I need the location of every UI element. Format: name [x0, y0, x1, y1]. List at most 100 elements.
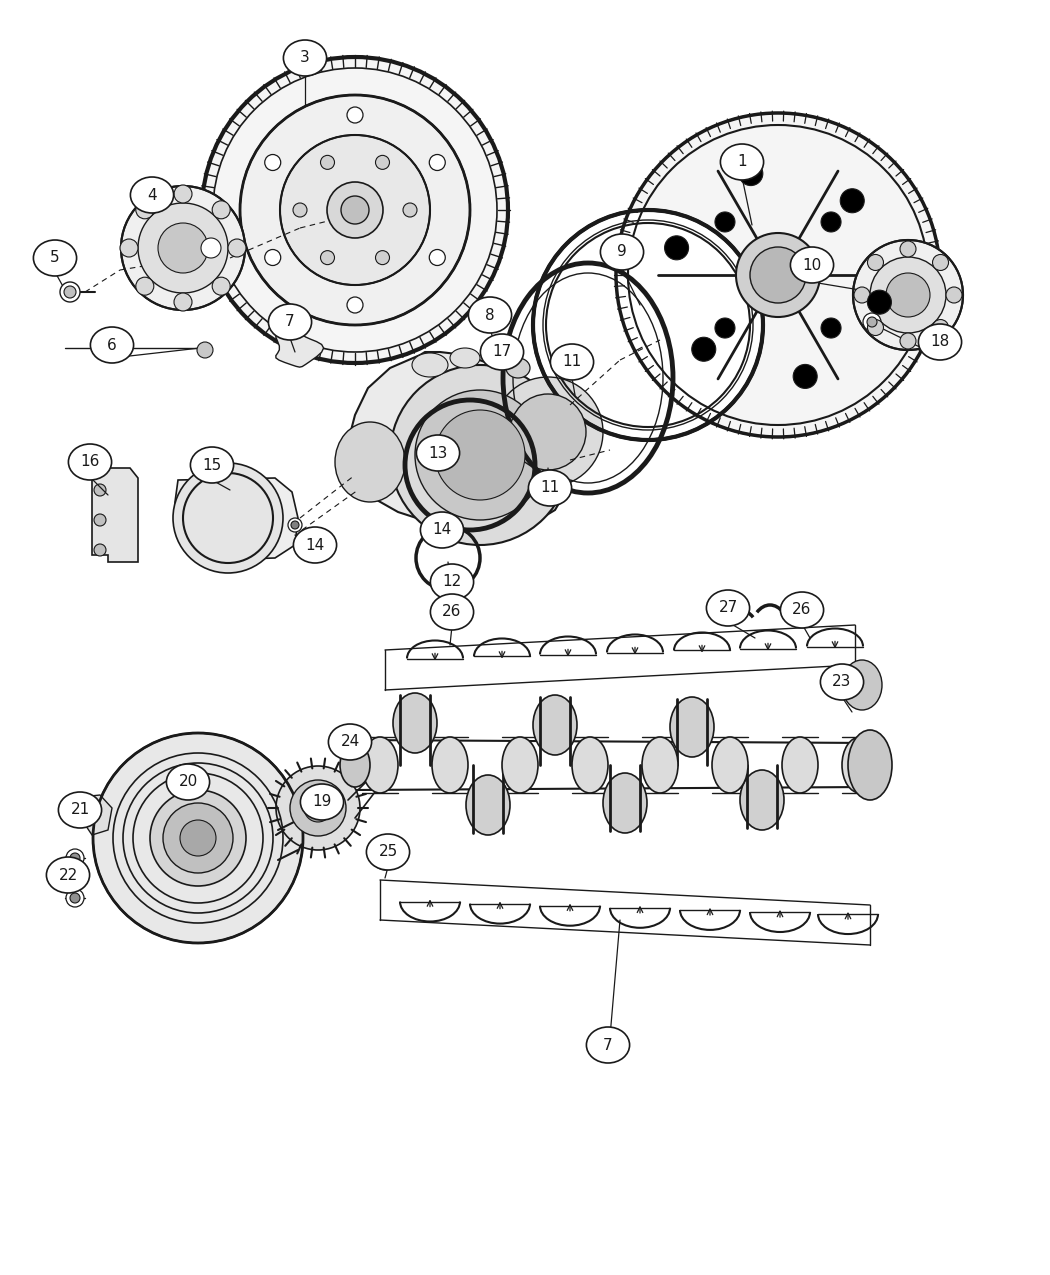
Ellipse shape	[403, 203, 417, 217]
Ellipse shape	[533, 695, 578, 755]
Text: 19: 19	[312, 794, 332, 810]
Ellipse shape	[284, 40, 327, 76]
Ellipse shape	[135, 277, 153, 296]
Ellipse shape	[715, 317, 735, 338]
Ellipse shape	[197, 342, 213, 358]
Ellipse shape	[150, 790, 246, 886]
Ellipse shape	[180, 820, 216, 856]
Ellipse shape	[60, 282, 80, 302]
Ellipse shape	[417, 435, 460, 470]
Ellipse shape	[94, 514, 106, 527]
Ellipse shape	[341, 196, 369, 224]
Ellipse shape	[304, 794, 332, 822]
Ellipse shape	[46, 857, 89, 892]
Ellipse shape	[68, 444, 111, 479]
Ellipse shape	[293, 527, 337, 564]
Ellipse shape	[346, 107, 363, 122]
Ellipse shape	[932, 320, 948, 335]
Ellipse shape	[853, 240, 963, 351]
Ellipse shape	[502, 737, 538, 793]
Ellipse shape	[121, 186, 245, 310]
Polygon shape	[175, 478, 298, 560]
Ellipse shape	[642, 737, 678, 793]
Ellipse shape	[780, 592, 823, 629]
Ellipse shape	[793, 365, 817, 389]
Ellipse shape	[120, 238, 138, 258]
Ellipse shape	[366, 834, 410, 870]
Ellipse shape	[288, 518, 302, 532]
Ellipse shape	[498, 346, 522, 365]
Ellipse shape	[64, 286, 76, 298]
Ellipse shape	[550, 344, 593, 380]
Ellipse shape	[791, 247, 834, 283]
Ellipse shape	[932, 255, 948, 270]
Ellipse shape	[430, 594, 474, 630]
Ellipse shape	[362, 737, 398, 793]
Ellipse shape	[70, 853, 80, 863]
Ellipse shape	[340, 743, 370, 787]
Ellipse shape	[265, 250, 280, 265]
Polygon shape	[92, 468, 138, 562]
Ellipse shape	[93, 733, 303, 944]
Ellipse shape	[429, 250, 445, 265]
Ellipse shape	[432, 737, 468, 793]
Text: 8: 8	[485, 307, 495, 323]
Ellipse shape	[130, 177, 173, 213]
Text: 11: 11	[563, 354, 582, 370]
Ellipse shape	[720, 144, 763, 180]
Ellipse shape	[320, 251, 335, 265]
Ellipse shape	[212, 201, 230, 219]
Ellipse shape	[821, 317, 841, 338]
Ellipse shape	[70, 873, 80, 884]
Ellipse shape	[870, 258, 946, 333]
Ellipse shape	[900, 333, 916, 349]
Ellipse shape	[867, 317, 877, 326]
Ellipse shape	[946, 287, 962, 303]
Ellipse shape	[373, 847, 397, 870]
Ellipse shape	[135, 201, 153, 219]
Text: 5: 5	[50, 250, 60, 265]
Polygon shape	[72, 796, 112, 835]
Text: 11: 11	[541, 481, 560, 496]
Ellipse shape	[90, 326, 133, 363]
Text: 12: 12	[442, 575, 462, 589]
Ellipse shape	[848, 731, 892, 799]
Ellipse shape	[190, 448, 233, 483]
Ellipse shape	[886, 273, 930, 317]
Ellipse shape	[269, 303, 312, 340]
Text: 17: 17	[492, 344, 511, 360]
Text: 4: 4	[147, 187, 156, 203]
Text: 21: 21	[70, 802, 89, 817]
Text: 24: 24	[340, 734, 359, 750]
Ellipse shape	[601, 235, 644, 270]
Ellipse shape	[280, 135, 430, 286]
Ellipse shape	[378, 850, 392, 864]
Ellipse shape	[854, 287, 870, 303]
Ellipse shape	[202, 57, 508, 363]
Polygon shape	[348, 352, 570, 530]
Ellipse shape	[327, 182, 383, 238]
Ellipse shape	[94, 484, 106, 496]
Text: 1: 1	[737, 154, 747, 170]
Text: 13: 13	[428, 445, 447, 460]
Ellipse shape	[528, 470, 571, 506]
Text: 14: 14	[306, 538, 324, 552]
Ellipse shape	[430, 564, 474, 601]
Text: 23: 23	[833, 674, 852, 690]
Text: 9: 9	[617, 245, 627, 260]
Ellipse shape	[59, 792, 102, 827]
Ellipse shape	[158, 223, 208, 273]
Ellipse shape	[376, 251, 390, 265]
Ellipse shape	[174, 293, 192, 311]
Ellipse shape	[867, 255, 883, 270]
Ellipse shape	[919, 324, 962, 360]
Ellipse shape	[174, 185, 192, 203]
Ellipse shape	[435, 411, 525, 500]
Ellipse shape	[66, 889, 84, 907]
Ellipse shape	[265, 154, 280, 171]
Ellipse shape	[692, 338, 716, 361]
Ellipse shape	[820, 664, 863, 700]
Ellipse shape	[867, 320, 883, 335]
Ellipse shape	[740, 770, 784, 830]
Text: 20: 20	[178, 774, 197, 789]
